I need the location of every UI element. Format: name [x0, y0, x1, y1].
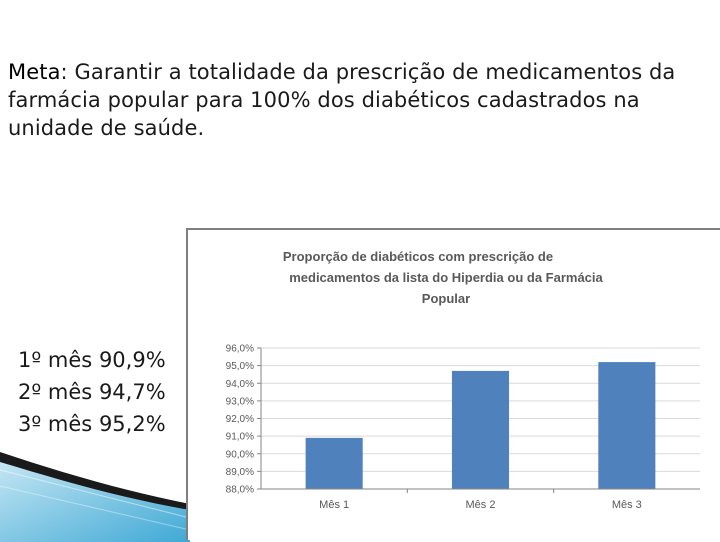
goal-label: Meta [8, 60, 61, 84]
monthly-stats: 1º mês 90,9% 2º mês 94,7% 3º mês 95,2% [18, 344, 166, 440]
chart-title-line: Popular [422, 291, 470, 306]
y-tick-label: 92,0% [226, 414, 254, 425]
y-tick-label: 95,0% [226, 361, 254, 372]
bar-chart: Proporção de diabéticos com prescrição d… [226, 249, 700, 511]
chart-title: Proporção de diabéticos com prescrição d… [283, 249, 604, 306]
decorative-swoosh [0, 452, 190, 542]
stat-month-1: 1º mês 90,9% [18, 344, 166, 376]
bar-2 [451, 370, 510, 489]
stat-month-3: 3º mês 95,2% [18, 408, 166, 440]
bar-3 [598, 362, 656, 489]
x-category-label: Mês 1 [319, 499, 349, 511]
x-category-label: Mês 3 [612, 499, 642, 511]
y-tick-label: 91,0% [226, 432, 254, 443]
stat-month-2: 2º mês 94,7% [18, 376, 166, 408]
stat-month-value: 94,7% [98, 380, 166, 404]
stat-month-label: 3º mês [18, 412, 93, 436]
y-tick-label: 94,0% [226, 379, 254, 390]
bar-1 [305, 437, 363, 489]
y-tick-label: 93,0% [226, 396, 254, 407]
chart-axes [260, 348, 700, 493]
goal-statement: Meta: Garantir a totalidade da prescriçã… [8, 58, 708, 142]
x-category-label: Mês 2 [466, 499, 496, 511]
chart-bars [305, 362, 656, 489]
y-tick-label: 88,0% [226, 485, 254, 496]
goal-text: : Garantir a totalidade da prescrição de… [8, 60, 676, 140]
stat-month-value: 90,9% [98, 348, 166, 372]
chart-container: Proporção de diabéticos com prescrição d… [186, 228, 720, 540]
y-axis-ticks: 88,0% 89,0% 90,0% 91,0% 92,0% 93,0% 94,0% 95,0%… [226, 344, 261, 496]
stat-month-label: 1º mês [18, 348, 93, 372]
y-tick-label: 89,0% [226, 467, 254, 478]
y-tick-label: 90,0% [226, 449, 254, 460]
x-axis-labels: Mês 1 Mês 2 Mês 3 [319, 499, 642, 511]
chart-title-line: Proporção de diabéticos com prescrição d… [283, 249, 553, 264]
stat-month-value: 95,2% [98, 412, 166, 436]
stat-month-label: 2º mês [18, 380, 93, 404]
chart-title-line: medicamentos da lista do Hiperdia ou da … [289, 270, 603, 285]
y-tick-label: 96,0% [226, 344, 254, 355]
